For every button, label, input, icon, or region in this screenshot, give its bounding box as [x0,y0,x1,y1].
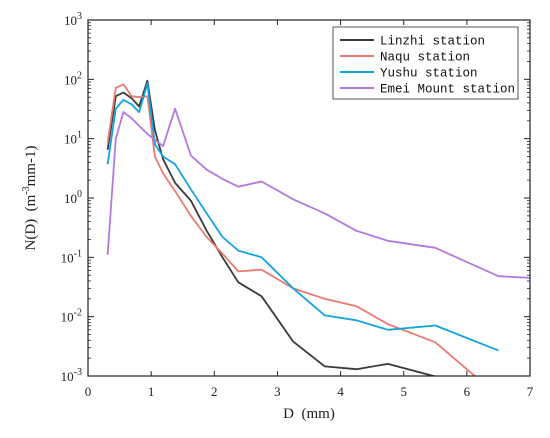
y-tick-exp: 2 [77,70,82,81]
series-line-1 [106,83,477,376]
x-tick-label: 7 [527,384,534,399]
y-tick-label: 101 [64,130,82,147]
legend-label-3: Emei Mount station [380,83,515,97]
x-tick-label: 1 [148,384,155,399]
y-axis-title: N(D) (m-3mm-1) [21,145,39,250]
series-group [106,79,530,376]
y-tick-exp: -3 [74,367,82,378]
x-tick-label: 5 [400,384,407,399]
y-tick-base: 10 [64,132,77,147]
y-tick-base: 10 [64,72,77,87]
series-layer [106,79,530,376]
x-axis-title: D (mm) [283,406,335,422]
x-tick-label: 2 [211,384,218,399]
x-tick-label: 4 [337,384,344,399]
y-tick-base: 10 [64,13,77,28]
y-tick-exp: -1 [74,248,82,259]
y-axis-title-suffix: mm-1) [23,145,39,186]
x-tick-label: 0 [85,384,92,399]
legend-label-2: Yushu station [380,67,478,81]
y-tick-label: 10-3 [61,367,82,384]
y-tick-exp: 1 [77,130,82,141]
y-tick-base: 10 [61,310,74,325]
y-tick-label: 103 [64,11,82,28]
y-tick-label: 102 [64,70,82,87]
legend-label-1: Naqu station [380,51,470,65]
x-tick-label: 3 [274,384,281,399]
series-line-2 [106,82,499,352]
series-line-3 [106,107,530,279]
y-axis-title-prefix: N(D) (m [23,194,39,250]
x-tick-label: 6 [464,384,471,399]
y-tick-label: 10-1 [61,248,82,265]
series-line-0 [106,79,436,376]
y-axis-title-sup: -3 [21,186,32,194]
y-tick-label: 100 [64,189,82,206]
legend-label-0: Linzhi station [380,35,485,49]
y-tick-base: 10 [61,250,74,265]
y-tick-base: 10 [61,369,74,384]
y-tick-exp: 3 [77,11,82,22]
y-tick-label: 10-2 [61,308,82,325]
y-tick-exp: 0 [77,189,82,200]
y-tick-base: 10 [64,191,77,206]
y-tick-exp: -2 [74,308,82,319]
legend: Linzhi station Naqu station Yushu station E… [332,26,519,100]
